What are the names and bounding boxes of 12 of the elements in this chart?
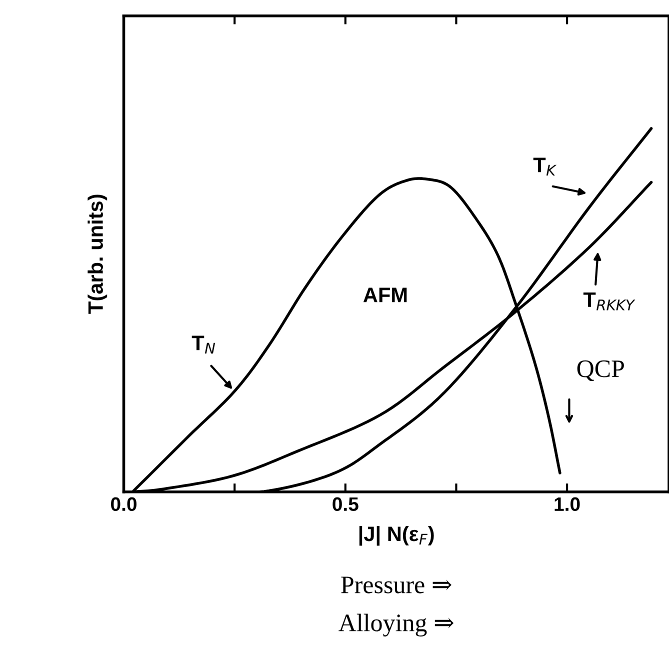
y-axis-title: T(arb. units) <box>88 194 108 314</box>
x-tick-label: 1.0 <box>554 497 580 512</box>
annotation: QCP <box>577 360 624 382</box>
annotation: T$_{K}$ <box>533 158 557 176</box>
annotation: AFM <box>363 288 407 302</box>
annotation: T$_{N}$ <box>192 336 216 354</box>
text: Alloying ⇒ <box>338 614 454 637</box>
annotation: T$_{RKKY}$ <box>583 292 636 310</box>
x-tick-label: 0.0 <box>111 497 136 512</box>
x-tick-label: 0.5 <box>332 497 358 512</box>
text: Pressure ⇒ <box>341 576 452 594</box>
x-axis-title: |J| N(ε$_{F}$) <box>359 526 434 546</box>
